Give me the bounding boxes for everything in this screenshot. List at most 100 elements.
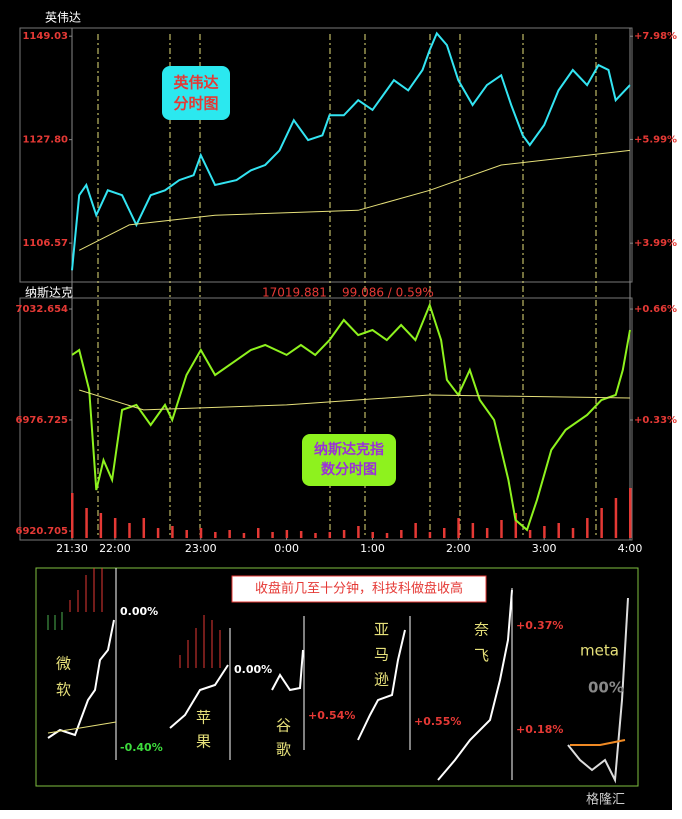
stock-name: 亚	[374, 621, 389, 639]
volume-bar	[614, 498, 618, 538]
annotation: 纳斯达克指	[314, 441, 384, 458]
change-label: +0.54%	[308, 709, 355, 722]
volume-bar	[400, 530, 403, 538]
volume-bar	[85, 508, 88, 538]
price-line	[78, 149, 631, 251]
index-value: 17019.881	[262, 286, 327, 300]
y2-tick-label: +0.33%	[634, 415, 677, 426]
volume-bar	[629, 488, 632, 538]
annotation: 分时图	[173, 95, 218, 113]
volume-bar	[199, 528, 203, 538]
volume-bar	[528, 530, 532, 538]
chart-title: 纳斯达克	[25, 286, 73, 300]
volume-bar	[113, 518, 117, 538]
volume-bar	[414, 523, 417, 538]
volume-bar	[299, 531, 303, 538]
stock-name: 逊	[374, 671, 389, 689]
stock-name: 软	[56, 681, 71, 699]
stock-name: 歌	[276, 741, 291, 759]
volume-bar	[156, 528, 160, 538]
change-label: 0.00%	[234, 663, 272, 676]
volume-bar	[371, 532, 374, 538]
volume-bar	[543, 526, 546, 538]
x-tick-label: 21:30	[56, 542, 88, 555]
x-tick-label: 3:00	[532, 542, 557, 555]
volume-bar	[128, 523, 131, 538]
stock-name: 微	[56, 655, 71, 673]
volume-bar	[571, 528, 575, 538]
x-tick-label: 1:00	[360, 542, 385, 555]
volume-bar	[443, 528, 446, 538]
volume-bar	[557, 523, 560, 538]
price-line	[79, 389, 631, 411]
volume-bar	[257, 528, 260, 538]
volume-bar	[71, 493, 74, 538]
stock-name: meta	[580, 642, 619, 660]
volume-bar	[485, 528, 489, 538]
y-tick-label: 1106.57	[22, 238, 68, 249]
x-tick-label: 0:00	[274, 542, 299, 555]
volume-bar	[314, 533, 317, 538]
change-label: -0.40%	[120, 741, 163, 754]
volume-bar	[214, 532, 217, 538]
annotation: 数分时图	[321, 461, 377, 478]
volume-bar	[514, 513, 518, 538]
y2-tick-label: +5.99%	[634, 134, 677, 145]
volume-bar	[457, 518, 460, 538]
volume-bar	[285, 530, 289, 538]
y2-tick-label: +7.98%	[634, 31, 677, 42]
volume-bar	[185, 530, 188, 538]
stock-changes: 0.00% -0.40% 0.00% +0.54% +0.55% +0.37% …	[120, 605, 624, 754]
y-tick-label: 1149.03	[22, 31, 68, 42]
watermark: 格隆汇	[586, 792, 625, 808]
stock-name: 飞	[474, 647, 489, 665]
stock-name: 马	[374, 646, 389, 664]
stock-name: 果	[196, 733, 211, 751]
volume-bar	[471, 523, 475, 538]
volume-bar	[500, 520, 503, 538]
change-label: 00%	[588, 679, 624, 697]
x-tick-label: 23:00	[185, 542, 217, 555]
y-tick-label: 1127.80	[22, 135, 68, 146]
annotation: 英伟达	[173, 74, 218, 92]
volume-bar	[242, 533, 246, 538]
summary-frame	[35, 567, 639, 787]
volume-bar	[586, 518, 589, 538]
volume-bar	[357, 526, 360, 538]
stock-name: 奈	[474, 621, 489, 639]
change-label: +0.55%	[414, 715, 461, 728]
price-line	[71, 302, 631, 532]
volume-bar	[142, 518, 146, 538]
volume-bar	[385, 533, 389, 538]
x-tick-label: 2:00	[446, 542, 471, 555]
change-label: 0.00%	[120, 605, 158, 618]
stock-name: 谷	[276, 717, 291, 735]
panel-frame	[19, 297, 633, 541]
volume-bar	[328, 532, 332, 538]
volume-bar	[171, 526, 174, 538]
index-change: 99.086 / 0.59%	[342, 286, 434, 300]
mini-markers	[47, 568, 626, 780]
volume-bar	[99, 513, 103, 538]
stock-name: 苹	[196, 709, 211, 727]
annotation-box	[162, 66, 230, 120]
y-tick-label: 6976.725	[15, 415, 68, 426]
banner-box	[231, 575, 487, 603]
volume-bar	[271, 532, 274, 538]
annotation-box	[302, 434, 396, 486]
y-tick-label: 6920.705	[15, 526, 68, 537]
price-line	[71, 31, 631, 271]
volume-bar	[342, 530, 346, 538]
panel-frame	[19, 27, 633, 283]
volume-bar	[428, 532, 432, 538]
x-tick-label: 4:00	[618, 542, 643, 555]
mini-lines	[47, 589, 629, 784]
stock-names: 微 软 苹 果 谷 歌 亚 马 逊 奈 飞 meta	[56, 621, 619, 759]
x-tick-label: 22:00	[99, 542, 131, 555]
change-label: +0.37%	[516, 619, 563, 632]
volume-bar	[228, 530, 231, 538]
banner: 收盘前几至十分钟，科技科做盘收高	[255, 581, 463, 597]
y-tick-label: 7032.654	[15, 304, 68, 315]
